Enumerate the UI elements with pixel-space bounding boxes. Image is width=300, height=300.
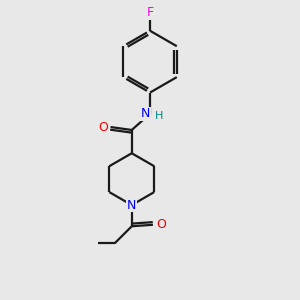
Text: O: O (156, 218, 166, 231)
Text: N: N (141, 107, 150, 120)
Text: H: H (155, 111, 164, 121)
Text: N: N (127, 199, 136, 212)
Text: O: O (98, 121, 108, 134)
Text: F: F (146, 6, 154, 19)
